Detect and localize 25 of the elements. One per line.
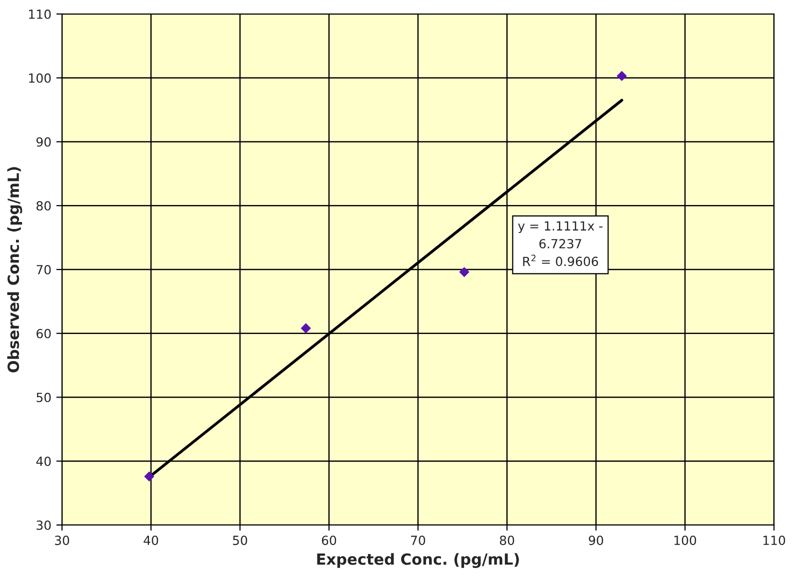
y-tick-label: 110 (29, 9, 51, 19)
x-tick-label: 50 (233, 536, 248, 546)
y-axis-title: Observed Conc. (pg/mL) (7, 167, 22, 372)
point (144, 472, 154, 482)
x-tick-label: 30 (55, 536, 70, 546)
x-tick-label: 110 (763, 536, 786, 546)
x-tick-label: 70 (411, 536, 426, 546)
x-tick-label: 100 (674, 536, 696, 546)
x-tick-label: 90 (588, 536, 604, 546)
y-tick-label: 50 (36, 392, 51, 402)
annotation: y = 1.1111x - 6.7237 R$^{2}$ = 0.9606 (518, 221, 603, 266)
x-tick-label: 60 (322, 536, 336, 546)
x-tick-label: 80 (500, 536, 514, 546)
y-tick-label: 80 (36, 201, 51, 211)
point (616, 71, 627, 81)
y-tick-label: 90 (36, 137, 51, 147)
y-tick-label: 60 (36, 328, 51, 338)
point (300, 323, 311, 334)
point (459, 267, 470, 278)
y-tick-label: 70 (36, 264, 51, 274)
y-tick-label: 30 (36, 520, 51, 530)
y-tick-label: 40 (36, 456, 51, 466)
y-tick-label: 100 (29, 73, 51, 83)
x-tick-label: 40 (144, 536, 158, 546)
x-axis-title: Expected Conc. (pg/mL) (317, 553, 519, 568)
